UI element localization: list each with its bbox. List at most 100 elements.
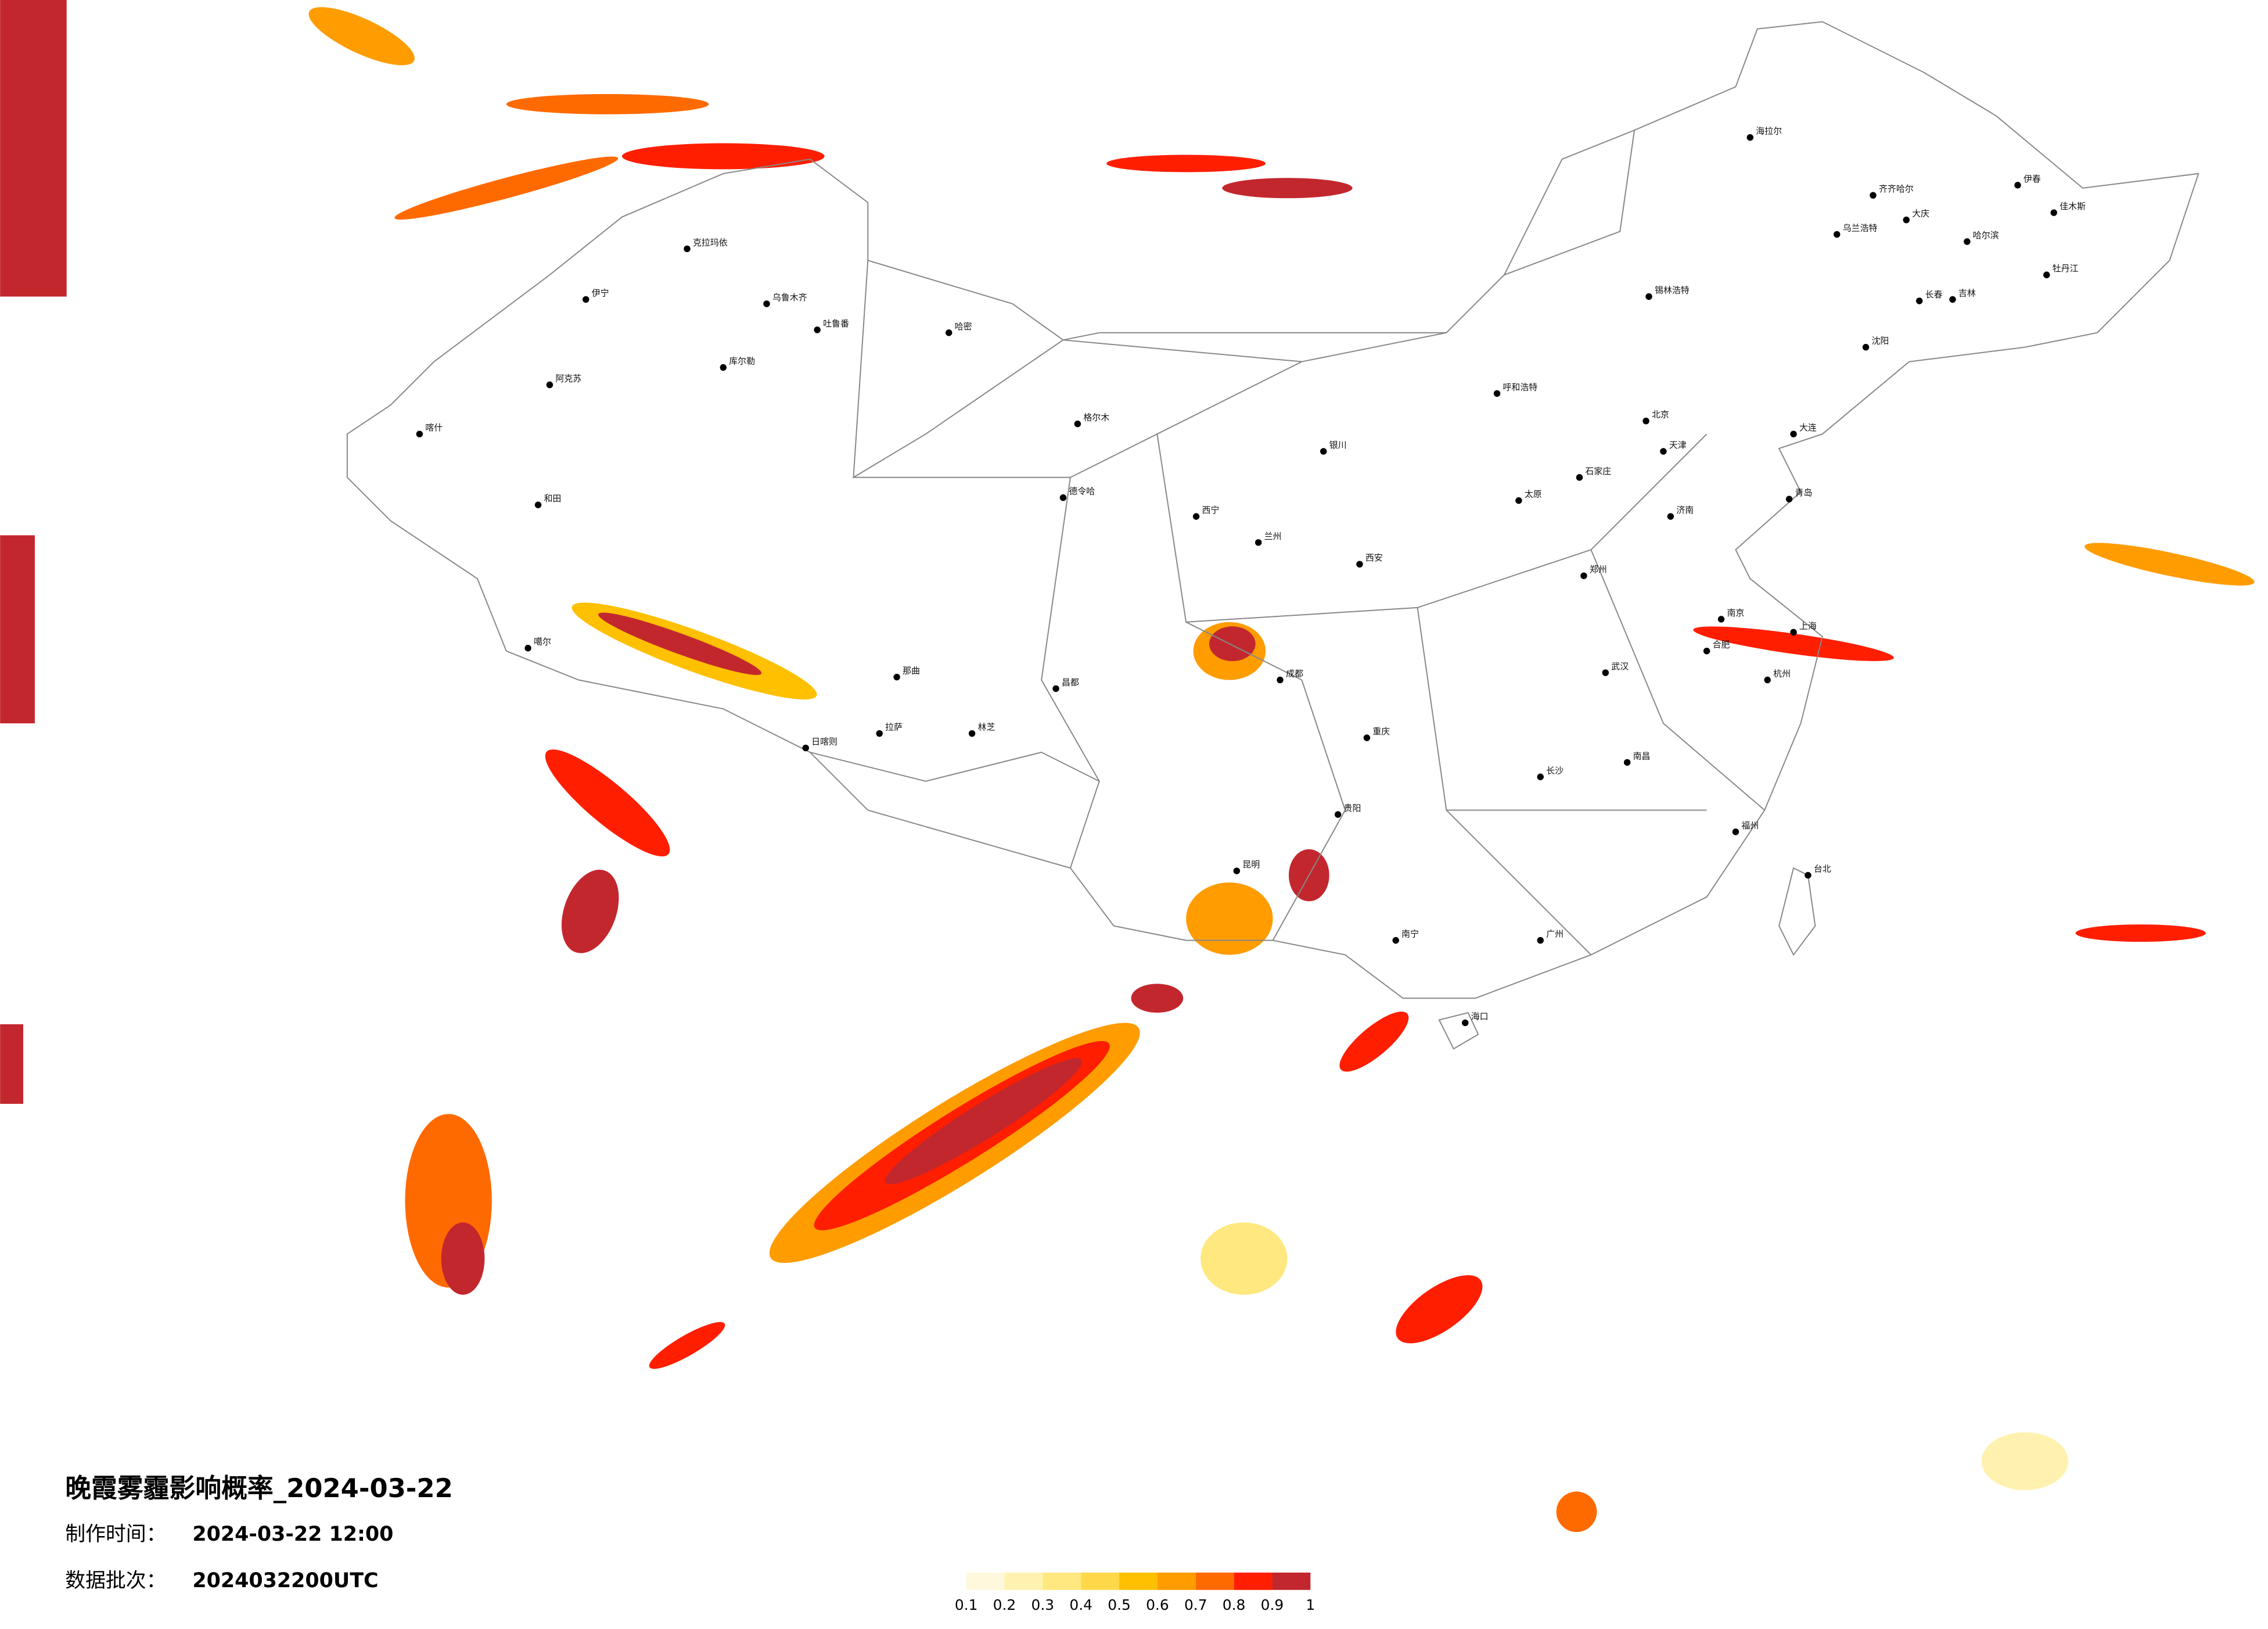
city-dot	[1862, 343, 1870, 351]
colorbar-label: 0.7	[1184, 1596, 1207, 1613]
city-dot	[1764, 676, 1771, 684]
city-label: 佳木斯	[2059, 201, 2086, 211]
made-time: 2024-03-22 12:00	[192, 1523, 393, 1546]
city-dot	[893, 673, 900, 681]
city-label: 南宁	[1401, 929, 1419, 939]
haze-area	[649, 1322, 725, 1369]
city-label: 齐齐哈尔	[1879, 184, 1914, 194]
city-dot	[684, 245, 691, 253]
city-dot	[2014, 182, 2021, 189]
haze-area	[1339, 1011, 1409, 1072]
city-dot	[2050, 209, 2058, 216]
city-label: 伊春	[2023, 174, 2041, 184]
city-dot	[1660, 448, 1667, 455]
city-label: 成都	[1286, 668, 1303, 679]
colorbar-label: 1	[1306, 1596, 1315, 1613]
haze-area	[885, 1058, 1083, 1185]
city-label: 广州	[1546, 929, 1563, 939]
neighbor-border	[809, 130, 1635, 869]
city-dot	[1363, 734, 1371, 741]
city-dot	[1255, 539, 1262, 546]
city-label: 合肥	[1713, 640, 1730, 650]
city-label: 吉林	[1958, 288, 1976, 299]
city-dot	[1356, 561, 1363, 568]
city-label: 昌都	[1062, 677, 1079, 687]
haze-area	[308, 7, 415, 66]
city-label: 喀什	[425, 422, 443, 433]
city-dot	[1074, 420, 1081, 428]
city-label: 和田	[544, 493, 561, 504]
city-label: 德令哈	[1069, 486, 1095, 497]
city-label: 北京	[1652, 410, 1669, 420]
city-label: 海口	[1471, 1011, 1489, 1022]
city-label: 南京	[1727, 608, 1744, 618]
colorbar: 0.1 0.2 0.3 0.4 0.5 0.6 0.7 0.8 0.9 1	[955, 1572, 1315, 1613]
province-border	[853, 260, 1765, 956]
city-dot	[1537, 773, 1544, 780]
colorbar-label: 0.2	[993, 1596, 1016, 1613]
city-dot	[1493, 390, 1501, 397]
city-dot	[720, 364, 727, 371]
city-dot	[416, 430, 423, 437]
haze-area	[1106, 155, 1266, 173]
batch: 2024032200UTC	[192, 1569, 378, 1592]
city-label: 呼和浩特	[1503, 382, 1538, 392]
city-dot	[802, 744, 809, 752]
colorbar-box	[1119, 1572, 1158, 1590]
city-dot	[546, 381, 553, 389]
city-dot	[1790, 629, 1797, 636]
city-dot	[1576, 474, 1583, 481]
city-dot	[1192, 513, 1200, 520]
haze-area	[1556, 1491, 1597, 1533]
colorbar-box	[1081, 1572, 1120, 1590]
haze-area	[598, 612, 762, 675]
city-dot	[524, 644, 531, 652]
city-label: 哈密	[955, 321, 972, 332]
city-label: 噶尔	[534, 637, 551, 647]
city-label: 银川	[1329, 440, 1347, 450]
haze-area	[1131, 984, 1184, 1013]
city-label: 林芝	[978, 722, 995, 733]
colorbar-label: 0.6	[1146, 1596, 1169, 1613]
city-label: 哈尔滨	[1973, 230, 1999, 241]
city-dot	[1392, 937, 1399, 944]
city-label: 贵阳	[1344, 803, 1361, 813]
city-dot	[1717, 616, 1725, 623]
haze-area	[2084, 543, 2255, 586]
colorbar-box	[1004, 1572, 1043, 1590]
city-label: 乌鲁木齐	[772, 292, 807, 303]
city-label: 杭州	[1773, 668, 1791, 679]
colorbar-box	[1272, 1572, 1311, 1590]
city-label: 乌兰浩特	[1843, 223, 1878, 233]
city-dot	[814, 326, 821, 333]
made-label: 制作时间：	[65, 1523, 166, 1546]
haze-area	[0, 535, 35, 724]
colorbar-label: 0.4	[1069, 1596, 1092, 1613]
city-dot	[1462, 1019, 1469, 1027]
colorbar-label: 0.1	[955, 1596, 978, 1613]
city-dot	[582, 296, 590, 303]
title: 晚霞雾霾影响概率_2024-03-22	[65, 1473, 453, 1504]
city-label: 郑州	[1590, 564, 1607, 575]
city-label: 重庆	[1372, 726, 1390, 737]
city-label: 克拉玛依	[693, 237, 728, 247]
city-dot	[876, 730, 883, 737]
city-label: 阿克苏	[555, 373, 581, 383]
haze-area	[1396, 1275, 1483, 1344]
city-dot	[1949, 296, 1956, 303]
colorbar-box	[1043, 1572, 1081, 1590]
city-label: 上海	[1799, 620, 1817, 631]
city-dot	[1580, 572, 1587, 579]
haze-area	[1981, 1432, 2069, 1490]
haze-area	[621, 143, 825, 170]
city-label: 南昌	[1633, 751, 1651, 761]
city-dot	[1059, 494, 1067, 501]
city-label: 兰州	[1264, 531, 1282, 541]
city-label: 日喀则	[811, 736, 838, 747]
city-dot	[1623, 759, 1631, 766]
city-label: 海拉尔	[1756, 126, 1782, 137]
city-dot	[534, 501, 542, 508]
city-dot	[1233, 867, 1241, 874]
city-label: 锡林浩特	[1655, 285, 1690, 296]
